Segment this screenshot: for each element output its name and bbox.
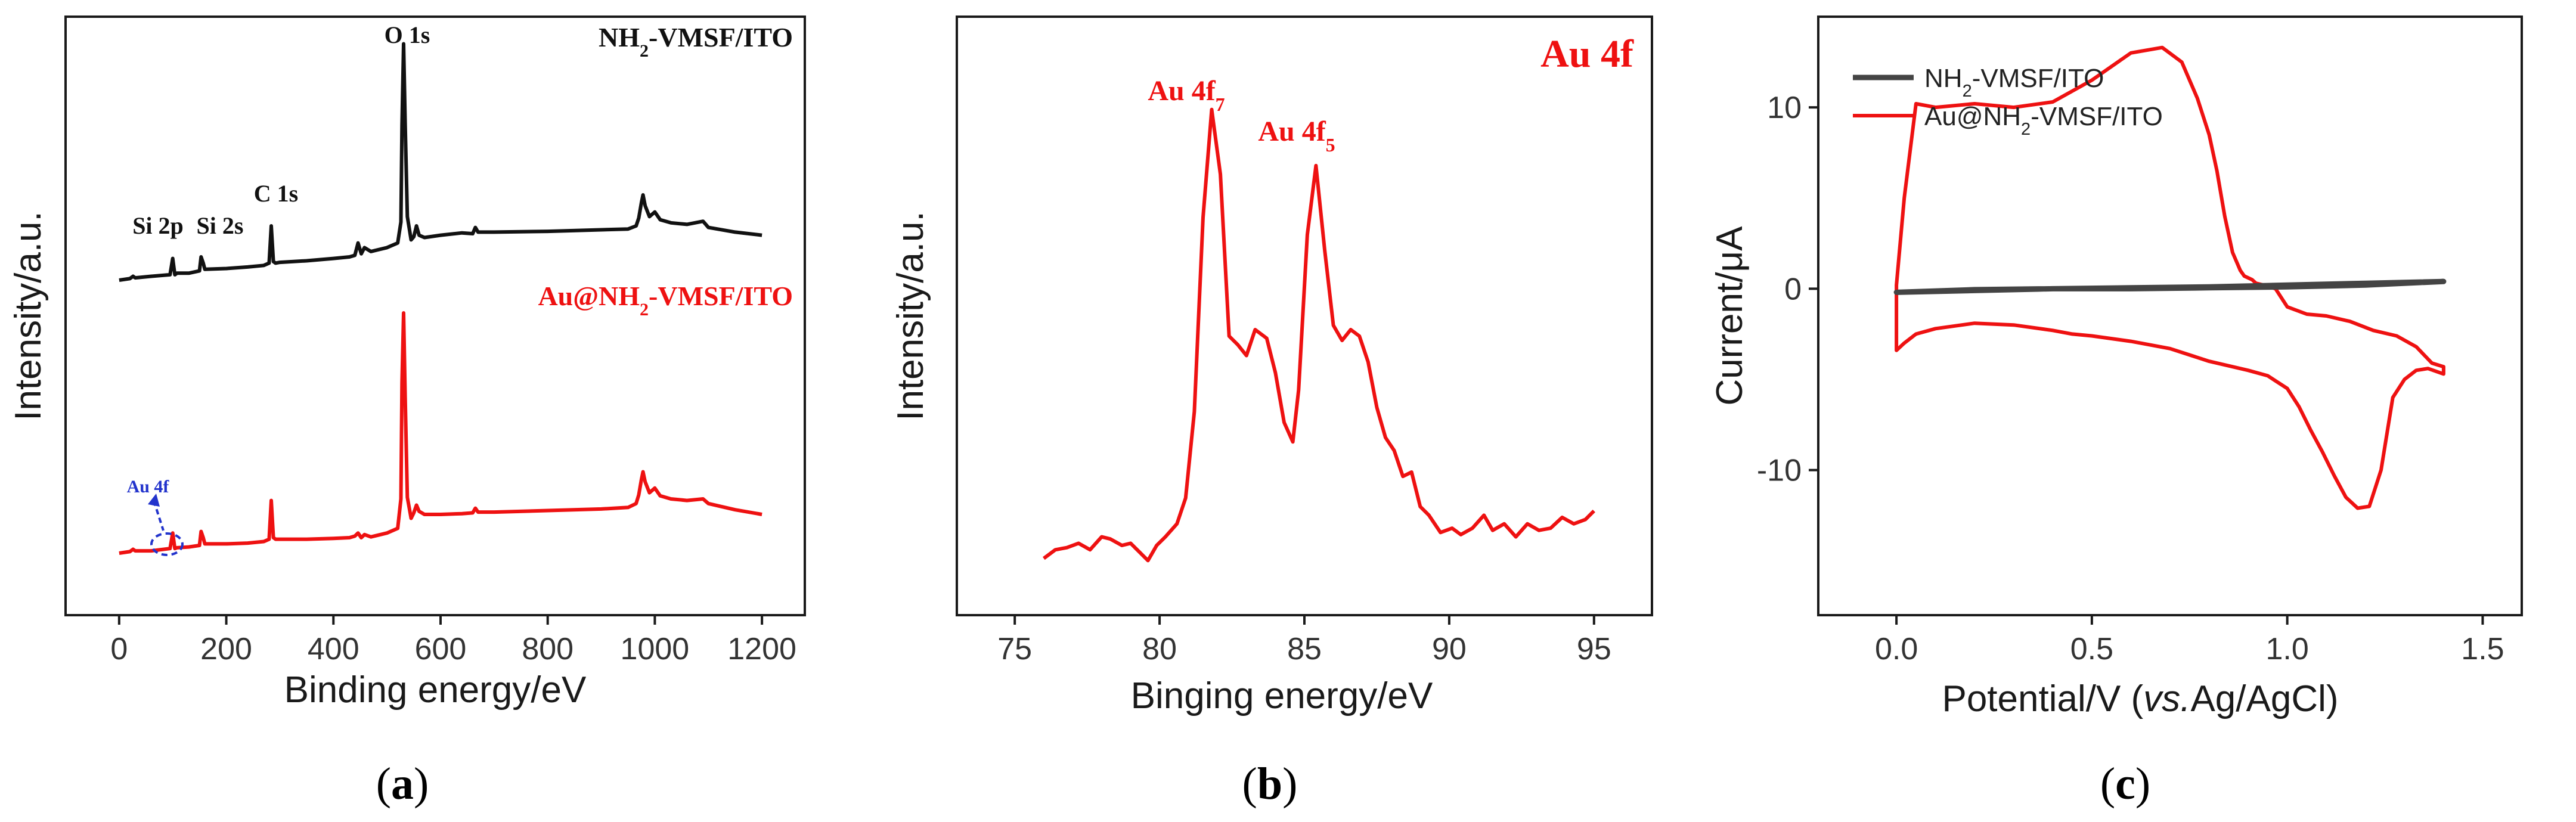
- panel-a-frame: [64, 15, 806, 616]
- panel-b-x-tick-label: 75: [997, 632, 1032, 666]
- panel-a: 0 200 400 600 800 1000 1200 O 1s C 1s Si 2p Si…: [8, 15, 806, 809]
- panel-a-x-tick-label: 400: [308, 632, 359, 666]
- panel-b-x-tick-label: 95: [1577, 632, 1611, 666]
- panel-c-label: (c): [2100, 759, 2150, 809]
- panel-a-x-tick-label: 600: [415, 632, 467, 666]
- panel-b-label: (b): [1242, 759, 1298, 809]
- annot-au4f-circle: [150, 532, 184, 556]
- panel-c-x-tick-label: 1.0: [2266, 632, 2309, 666]
- panel-c-y-label: Current/μA: [1709, 226, 1750, 406]
- panel-a-x-tick-label: 1200: [727, 632, 796, 666]
- panel-c-x-label: Potential/V (vs.Ag/AgCl): [1942, 678, 2338, 719]
- panel-a-x-tick-label: 1000: [621, 632, 690, 666]
- annot-o1s: O 1s: [385, 21, 430, 48]
- panel-c-y-tick-label: 0: [1784, 272, 1802, 306]
- panel-c: 0.0 0.5 1.0 1.5 -10 0 10 NH2-VMSF/ITO Au@NH2-…: [1709, 15, 2523, 809]
- annot-au4f5: Au 4f5: [1258, 116, 1335, 156]
- annot-si2p: Si 2p: [132, 212, 184, 239]
- panel-a-x-label: Binding energy/eV: [284, 669, 587, 711]
- panel-b: 75 80 85 90 95 Au 4f Au 4f7 Au 4f5 Intensity…: [890, 15, 1653, 809]
- panel-c-frame: [1817, 15, 2523, 616]
- panel-c-y-tick-label: -10: [1757, 454, 1802, 488]
- panel-b-y-label: Intensity/a.u.: [890, 211, 931, 421]
- legend-label-au-nh2: Au@NH2-VMSF/ITO: [1924, 102, 2163, 139]
- panel-c-y-tick-label: 10: [1767, 91, 1802, 125]
- panel-c-legend: NH2-VMSF/ITO Au@NH2-VMSF/ITO: [1853, 64, 2163, 139]
- annot-si2s: Si 2s: [197, 212, 244, 239]
- panel-a-label: (a): [376, 759, 429, 809]
- panel-b-x-tick-label: 80: [1142, 632, 1177, 666]
- panel-c-x-tick-label: 0.5: [2070, 632, 2113, 666]
- legend-label-nh2: NH2-VMSF/ITO: [1924, 64, 2104, 101]
- panel-c-series-nh2: [1893, 278, 2447, 295]
- panel-b-x-label: Binging energy/eV: [1131, 675, 1433, 716]
- arrow-head-icon: [148, 494, 160, 507]
- panel-b-x-tick-label: 85: [1287, 632, 1322, 666]
- panel-b-x-tick-label: 90: [1432, 632, 1467, 666]
- panel-c-x-tick-label: 0.0: [1875, 632, 1918, 666]
- panel-b-series-au4f: [1043, 107, 1595, 563]
- annot-au4f: Au 4f: [127, 477, 170, 497]
- panel-a-x-tick-label: 0: [110, 632, 128, 666]
- panel-a-x-tick-label: 200: [200, 632, 252, 666]
- panel-a-x-ticks: 0 200 400 600 800 1000 1200: [110, 615, 796, 666]
- panel-c-series-au-nh2: [1895, 45, 2445, 510]
- label-nh2-vmsf-ito: NH2-VMSF/ITO: [599, 22, 793, 61]
- annot-c1s: C 1s: [254, 180, 298, 207]
- panel-c-x-ticks: 0.0 0.5 1.0 1.5: [1875, 615, 2504, 666]
- panel-a-series-au-nh2: [119, 311, 762, 555]
- panel-b-x-ticks: 75 80 85 90 95: [997, 615, 1611, 666]
- panel-a-y-label: Intensity/a.u.: [8, 211, 49, 421]
- label-au-nh2-vmsf-ito: Au@NH2-VMSF/ITO: [538, 281, 793, 320]
- panel-c-y-ticks: -10 0 10: [1757, 91, 1818, 488]
- panel-a-series-nh2: [119, 42, 762, 282]
- panel-c-x-tick-label: 1.5: [2461, 632, 2504, 666]
- panel-b-title: Au 4f: [1540, 32, 1634, 76]
- annot-au4f7: Au 4f7: [1148, 75, 1225, 115]
- panel-a-x-tick-label: 800: [522, 632, 574, 666]
